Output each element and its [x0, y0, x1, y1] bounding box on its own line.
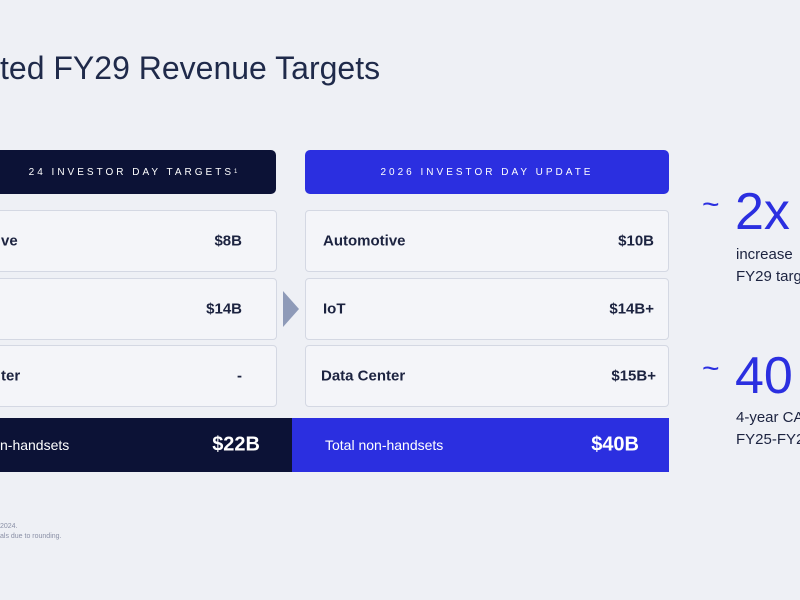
total-label: n-handsets [0, 437, 70, 453]
left-row: $14B [0, 278, 277, 340]
row-label: IoT [323, 300, 346, 318]
stat-line: FY25-FY2 [736, 431, 800, 448]
left-heading: 24 INVESTOR DAY TARGETS 1 [0, 150, 276, 194]
total-value: $40B [591, 433, 639, 456]
stat-line: increase [736, 246, 793, 263]
left-row: ve $8B [0, 210, 277, 272]
row-label: Data Center [321, 367, 406, 385]
slide-title: ted FY29 Revenue Targets [0, 50, 381, 86]
stat-figure: 2x [735, 183, 790, 241]
row-value: - [237, 367, 242, 385]
stat-line: 4-year CA [736, 409, 800, 426]
total-value: $22B [212, 433, 260, 456]
row-label: Automotive [323, 232, 406, 250]
row-value: $14B [206, 300, 242, 318]
heading-text: 2026 INVESTOR DAY UPDATE [380, 166, 594, 178]
total-label: Total non-handsets [325, 437, 444, 453]
right-heading: 2026 INVESTOR DAY UPDATE [305, 150, 669, 194]
right-row: IoT $14B+ [305, 278, 669, 340]
row-value: $15B+ [611, 367, 656, 385]
heading-text: 24 INVESTOR DAY TARGETS [28, 166, 234, 178]
row-value: $10B [618, 232, 654, 250]
stat-line: FY29 targ [736, 268, 800, 285]
footnote-mark: 1 [234, 169, 238, 175]
row-value: $14B+ [609, 300, 654, 318]
footnote: 2024. [0, 523, 18, 530]
row-label: ve [1, 232, 18, 250]
left-row: ter - [0, 345, 277, 407]
footnote: als due to rounding. [0, 533, 62, 540]
stat-prefix: ~ [702, 352, 720, 385]
right-row: Automotive $10B [305, 210, 669, 272]
left-total: n-handsets $22B [0, 418, 292, 472]
arrow [283, 291, 299, 327]
right-row: Data Center $15B+ [305, 345, 669, 407]
row-label: ter [1, 367, 21, 385]
stat-figure: 40 [735, 347, 793, 405]
right-total: Total non-handsets $40B [292, 418, 669, 472]
row-value: $8B [214, 232, 242, 250]
stat-prefix: ~ [702, 188, 720, 221]
